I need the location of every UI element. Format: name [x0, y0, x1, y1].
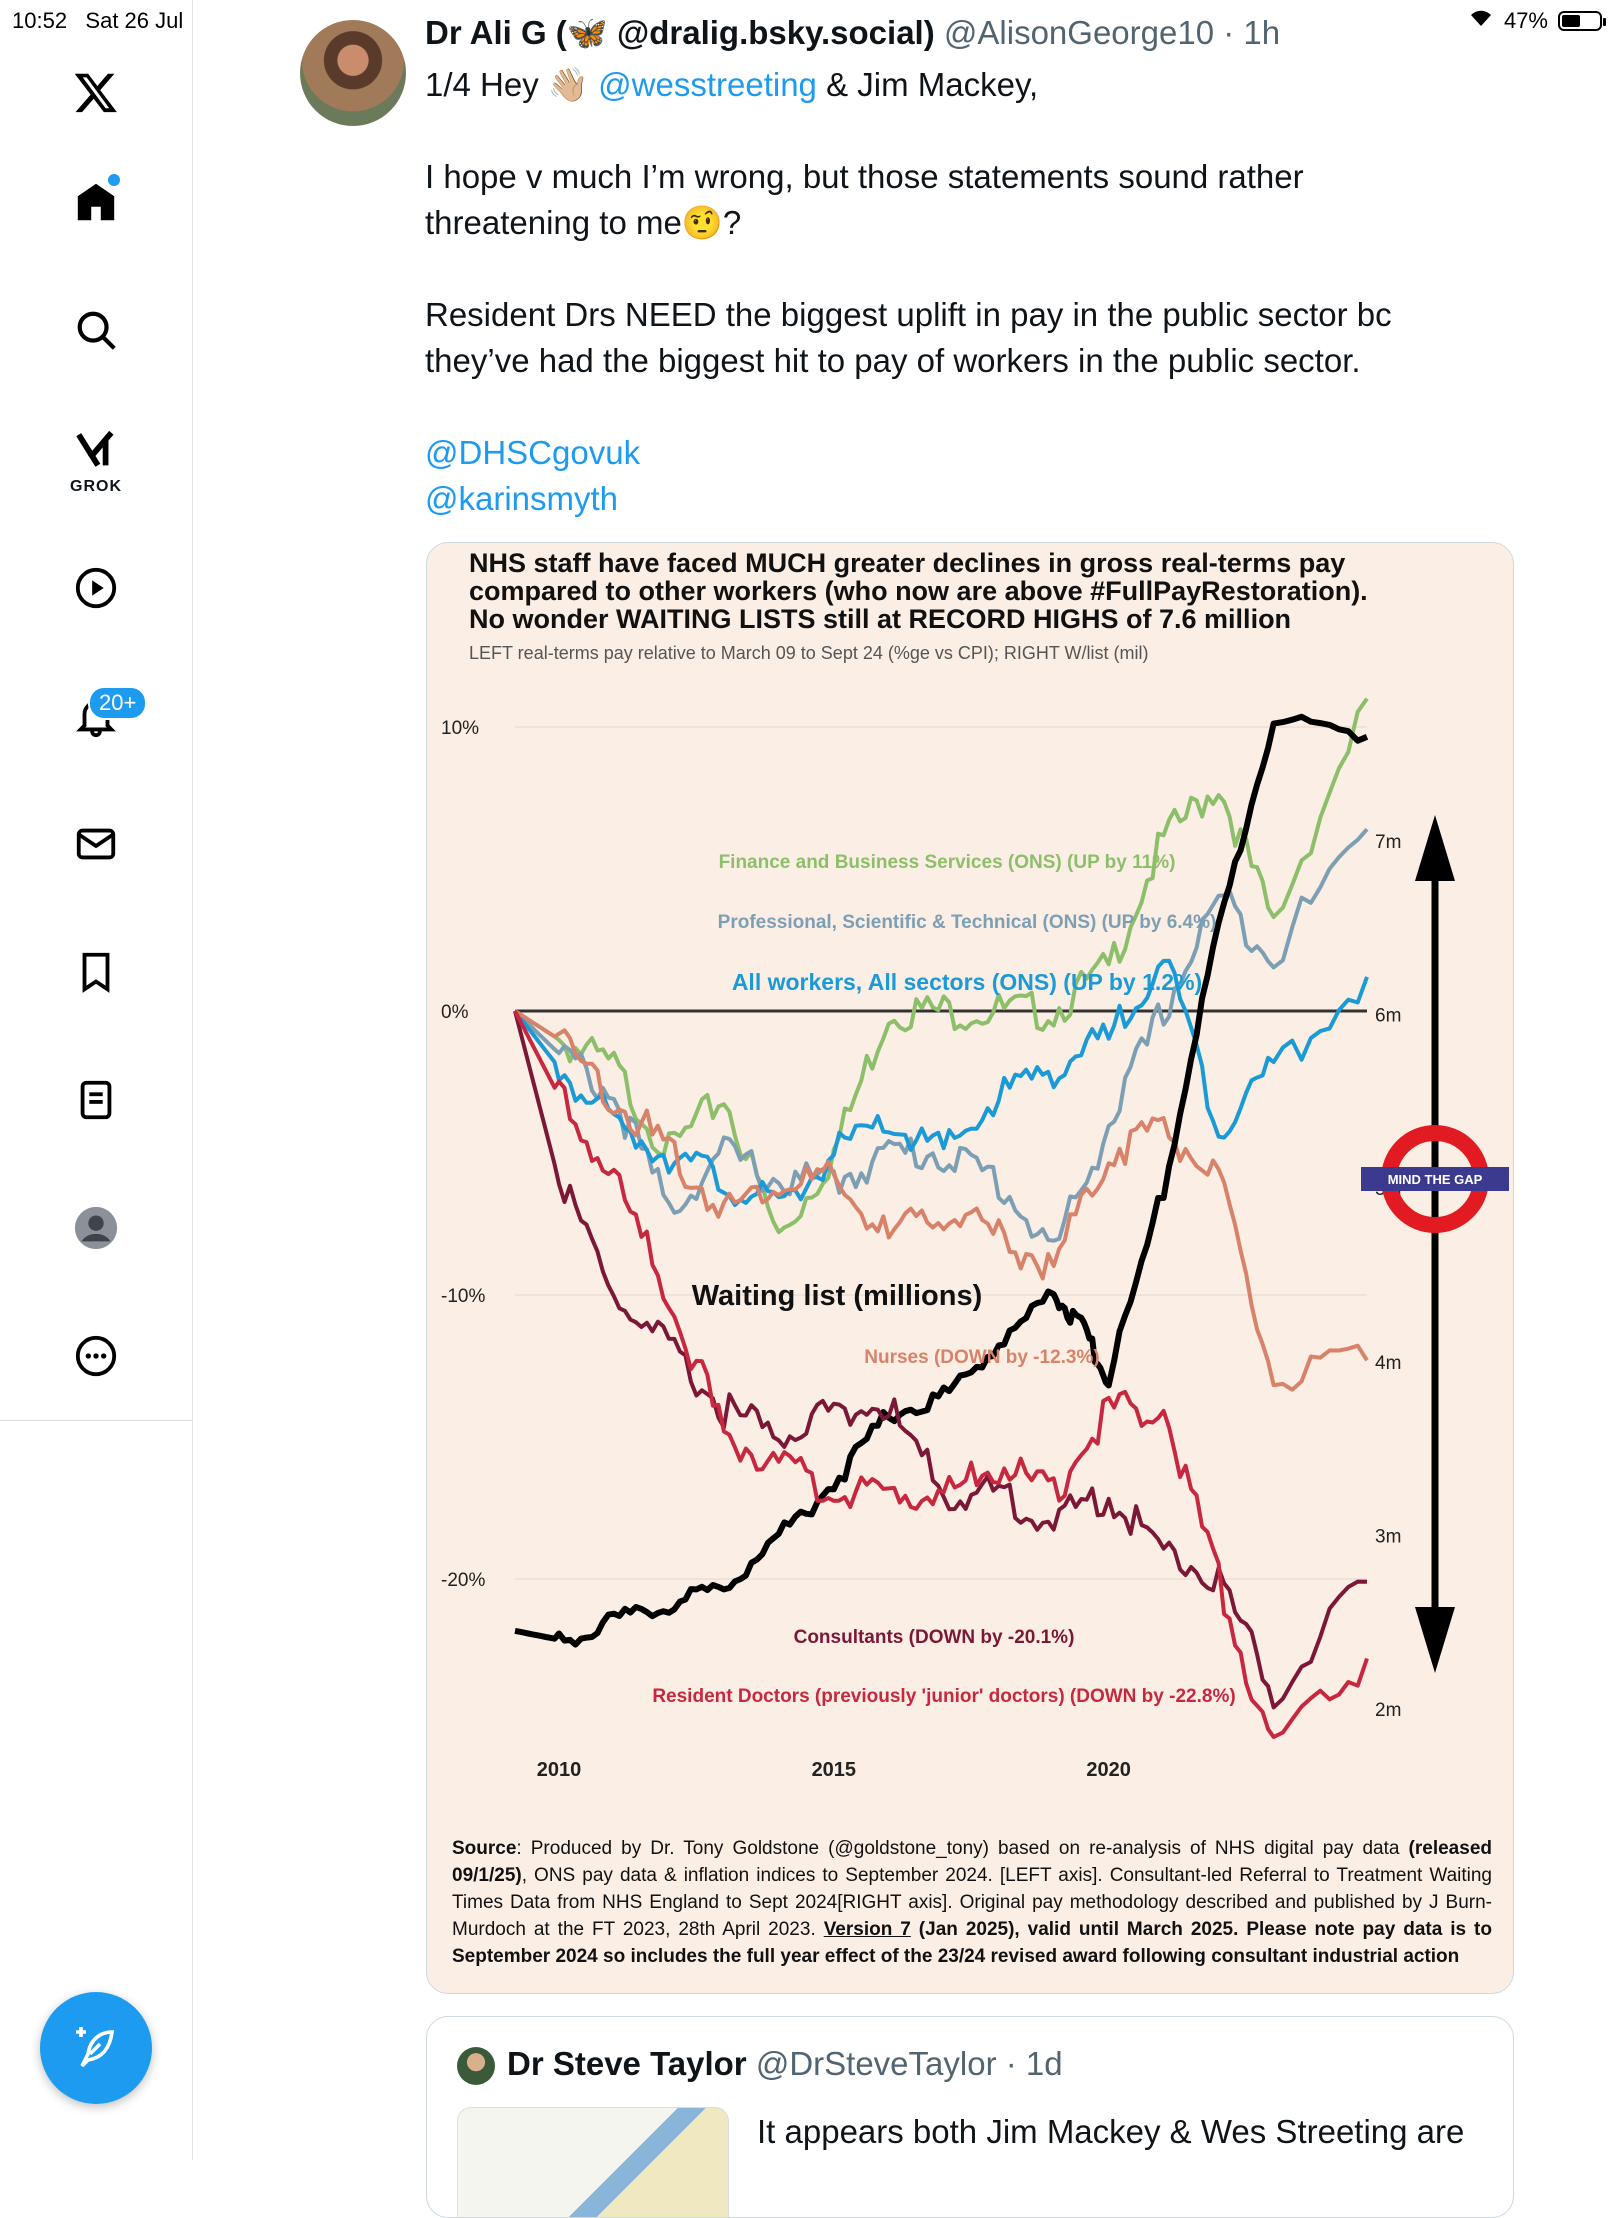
quote-thumbnail[interactable] [457, 2107, 729, 2217]
series-label: Professional, Scientific & Technical (ON… [718, 912, 1217, 933]
quote-text: It appears both Jim Mackey & Wes Streeti… [757, 2113, 1465, 2150]
status-indicators: 47% [1468, 8, 1606, 34]
series-line [513, 697, 1369, 1235]
series-line [514, 713, 1369, 1648]
bookmark-icon[interactable] [70, 946, 122, 998]
source-label: Source [452, 1838, 517, 1859]
quote-time[interactable]: 1d [1025, 2045, 1063, 2082]
chart-title-line: No wonder WAITING LISTS still at RECORD … [469, 604, 1292, 634]
date: Sat 26 Jul [85, 8, 184, 33]
search-icon[interactable] [70, 304, 122, 356]
author-avatar[interactable] [300, 20, 406, 126]
right-tick-label: 6m [1375, 1006, 1401, 1027]
home-notification-dot [108, 174, 120, 186]
tweet-line1-suffix: & Jim Mackey, [816, 66, 1039, 103]
source-text: : Produced by Dr. Tony Goldstone (@golds… [516, 1838, 1409, 1859]
sidebar-divider [0, 1420, 192, 1421]
series-line [513, 1010, 1368, 1710]
tweet-time[interactable]: 1h [1243, 14, 1281, 51]
series-line [513, 1009, 1369, 1392]
chart-title: NHS staff have faced MUCH greater declin… [469, 549, 1368, 633]
series-label: Nurses (DOWN by -12.3%) [864, 1347, 1099, 1368]
source-text-bold: (Jan 2025), valid until March 2025. Plea… [452, 1919, 1492, 1967]
lists-icon[interactable] [70, 1074, 122, 1126]
mention-link[interactable]: @DHSCgovuk [425, 434, 641, 471]
x-logo-icon[interactable] [70, 66, 122, 118]
x-tick-label: 2020 [1086, 1759, 1131, 1781]
more-icon[interactable] [70, 1330, 122, 1382]
left-tick-label: -20% [441, 1570, 485, 1591]
tweet-header: Dr Ali G (🦋 @dralig.bsky.social) @Alison… [425, 14, 1281, 51]
series-line [513, 958, 1369, 1207]
clock: 10:52 [12, 8, 68, 33]
left-tick-label: -10% [441, 1286, 485, 1307]
profile-avatar-icon[interactable] [70, 1202, 122, 1254]
grok-icon[interactable] [70, 424, 122, 476]
mind-the-gap-badge: MIND THE GAP [1361, 1125, 1509, 1233]
series-label: Waiting list (millions) [692, 1280, 983, 1312]
chart-title-line: NHS staff have faced MUCH greater declin… [469, 548, 1346, 578]
x-tick-label: 2010 [537, 1759, 582, 1781]
gap-arrow [1415, 815, 1455, 1673]
play-icon[interactable] [70, 562, 122, 614]
tweet-paragraph-2: I hope v much I’m wrong, but those state… [425, 158, 1304, 241]
x-tick-label: 2015 [812, 1759, 857, 1781]
chart-title-line: compared to other workers (who now are a… [469, 576, 1368, 606]
source-text: , ONS pay data & inflation indices to Se… [452, 1865, 1492, 1940]
right-tick-label: 3m [1375, 1526, 1401, 1547]
left-tick-label: 10% [441, 718, 479, 739]
tweet-line1-prefix: 1/4 Hey 👋🏼 [425, 66, 599, 103]
tweet-paragraph-3: Resident Drs NEED the biggest uplift in … [425, 296, 1392, 379]
author-handle[interactable]: @AlisonGeorge10 [943, 14, 1215, 51]
quote-author-name[interactable]: Dr Steve Taylor [507, 2045, 747, 2082]
quote-author-handle[interactable]: @DrSteveTaylor [755, 2045, 997, 2082]
left-tick-label: 0% [441, 1002, 469, 1023]
compose-button[interactable] [40, 1992, 152, 2104]
tweet-media-chart[interactable]: NHS staff have faced MUCH greater declin… [426, 542, 1514, 1994]
series-label: Consultants (DOWN by -20.1%) [794, 1627, 1075, 1648]
chart-plot: 10%0%-10%-20%7m6m5m4m3m2m201020152020 Fi… [441, 697, 1509, 1781]
mention-link[interactable]: @karinsmyth [425, 480, 619, 517]
battery-percent: 47% [1503, 8, 1548, 33]
notification-badge: 20+ [88, 686, 148, 720]
chart-source: Source: Produced by Dr. Tony Goldstone (… [452, 1835, 1492, 1970]
series-label: Finance and Business Services (ONS) (UP … [719, 852, 1176, 873]
tweet-text: 1/4 Hey 👋🏼 @wesstreeting & Jim Mackey, I… [425, 62, 1465, 522]
source-text-bold: (released 09/1/25) [452, 1838, 1492, 1886]
right-tick-label: 7m [1375, 832, 1401, 853]
svg-text:MIND THE GAP: MIND THE GAP [1388, 1172, 1483, 1187]
grok-label: GROK [70, 478, 122, 495]
quote-header: Dr Steve Taylor @DrSteveTaylor · 1d [507, 2045, 1063, 2082]
series-label: All workers, All sectors (ONS) (UP by 1.… [732, 969, 1202, 995]
source-version: Version 7 [823, 1919, 911, 1940]
series-line [513, 1010, 1369, 1739]
sidebar: GROK 20+ [0, 0, 193, 2160]
home-icon[interactable] [70, 176, 122, 228]
status-time: 10:52 Sat 26 Jul [12, 8, 183, 34]
right-tick-label: 4m [1375, 1353, 1401, 1374]
mail-icon[interactable] [70, 818, 122, 870]
quote-avatar[interactable] [457, 2047, 495, 2085]
mention-link[interactable]: @wesstreeting [598, 66, 817, 103]
feather-plus-icon [76, 2027, 115, 2068]
battery-icon [1558, 11, 1606, 31]
series-line [513, 827, 1369, 1243]
right-tick-label: 2m [1375, 1700, 1401, 1721]
series-label: Resident Doctors (previously 'junior' do… [652, 1686, 1235, 1707]
wifi-icon [1468, 8, 1494, 34]
quoted-tweet[interactable]: Dr Steve Taylor @DrSteveTaylor · 1d It a… [426, 2016, 1514, 2218]
author-name[interactable]: Dr Ali G (🦋 @dralig.bsky.social) [425, 14, 935, 51]
chart-subtitle: LEFT real-terms pay relative to March 09… [469, 643, 1149, 663]
